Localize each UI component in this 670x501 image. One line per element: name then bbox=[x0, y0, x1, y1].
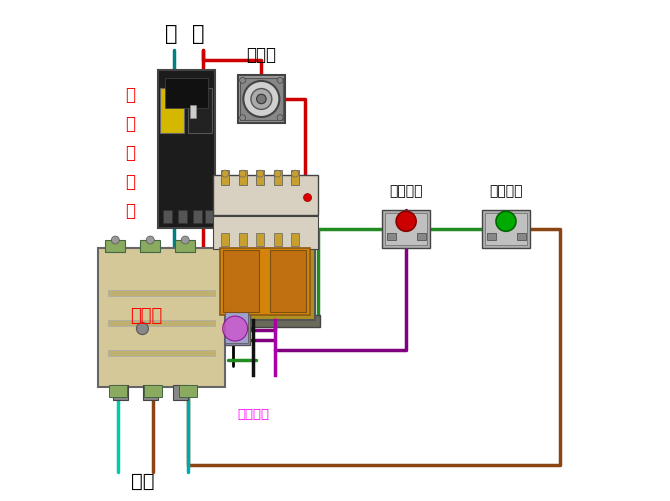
Bar bbox=[385, 213, 427, 245]
Bar bbox=[105, 240, 125, 253]
Bar bbox=[239, 171, 247, 186]
Text: 零  火: 零 火 bbox=[165, 24, 204, 44]
Bar bbox=[108, 291, 215, 297]
Bar bbox=[215, 178, 315, 320]
Bar bbox=[98, 248, 225, 387]
Text: 接触器: 接触器 bbox=[130, 306, 162, 324]
Bar bbox=[205, 210, 212, 223]
Text: 电: 电 bbox=[125, 115, 135, 133]
Bar bbox=[140, 240, 160, 253]
Bar bbox=[144, 385, 161, 397]
Bar bbox=[143, 385, 157, 400]
Text: 断: 断 bbox=[125, 143, 135, 161]
Bar bbox=[273, 234, 281, 246]
Bar bbox=[417, 233, 426, 240]
Bar bbox=[108, 351, 215, 357]
Bar bbox=[109, 385, 127, 397]
Bar bbox=[256, 171, 264, 186]
Circle shape bbox=[274, 171, 281, 178]
Bar bbox=[178, 210, 187, 223]
Bar bbox=[108, 321, 215, 327]
Text: 路: 路 bbox=[125, 172, 135, 190]
Bar bbox=[517, 233, 526, 240]
Bar bbox=[221, 234, 229, 246]
Bar bbox=[176, 240, 195, 253]
Circle shape bbox=[222, 171, 228, 178]
Circle shape bbox=[257, 95, 266, 105]
Bar bbox=[225, 269, 250, 346]
Circle shape bbox=[182, 236, 189, 244]
Text: 漏: 漏 bbox=[125, 86, 135, 104]
Bar bbox=[239, 234, 247, 246]
Circle shape bbox=[243, 82, 279, 118]
Bar bbox=[221, 171, 229, 186]
Text: 常开触点: 常开触点 bbox=[238, 407, 269, 420]
Bar bbox=[291, 234, 299, 246]
Circle shape bbox=[251, 89, 272, 110]
Bar bbox=[240, 79, 283, 121]
Text: 熔断器: 熔断器 bbox=[247, 46, 276, 64]
Bar bbox=[210, 315, 320, 328]
Circle shape bbox=[111, 236, 119, 244]
Bar bbox=[163, 210, 172, 223]
Bar bbox=[273, 171, 281, 186]
Circle shape bbox=[137, 323, 149, 335]
Bar bbox=[487, 233, 496, 240]
Bar bbox=[387, 233, 397, 240]
Text: 器: 器 bbox=[125, 201, 135, 219]
Circle shape bbox=[146, 236, 154, 244]
Bar bbox=[212, 176, 318, 215]
Bar bbox=[173, 385, 188, 400]
Circle shape bbox=[277, 115, 283, 121]
Bar bbox=[225, 273, 248, 343]
Bar bbox=[165, 79, 208, 109]
Bar bbox=[212, 217, 318, 249]
Bar bbox=[157, 71, 215, 228]
Circle shape bbox=[277, 78, 283, 84]
Bar bbox=[482, 210, 530, 248]
Circle shape bbox=[304, 194, 312, 202]
Bar bbox=[270, 250, 306, 313]
Text: 启动按钮: 启动按钮 bbox=[489, 184, 523, 198]
Bar bbox=[256, 234, 264, 246]
Circle shape bbox=[240, 78, 246, 84]
Bar bbox=[160, 89, 184, 133]
Bar bbox=[291, 171, 299, 186]
Bar bbox=[238, 76, 285, 123]
Bar bbox=[188, 89, 212, 133]
Bar bbox=[179, 385, 197, 397]
Bar bbox=[190, 106, 196, 118]
Circle shape bbox=[240, 115, 246, 121]
Bar bbox=[222, 250, 259, 313]
Bar bbox=[383, 210, 430, 248]
Circle shape bbox=[496, 212, 516, 232]
Text: 负载: 负载 bbox=[131, 470, 154, 489]
Bar bbox=[113, 385, 128, 400]
Circle shape bbox=[222, 317, 248, 341]
Circle shape bbox=[291, 171, 299, 178]
Circle shape bbox=[396, 212, 416, 232]
Circle shape bbox=[239, 171, 246, 178]
Bar bbox=[220, 248, 310, 315]
Text: 停止按钮: 停止按钮 bbox=[389, 184, 423, 198]
Bar bbox=[485, 213, 527, 245]
Circle shape bbox=[257, 171, 263, 178]
Bar bbox=[193, 210, 202, 223]
